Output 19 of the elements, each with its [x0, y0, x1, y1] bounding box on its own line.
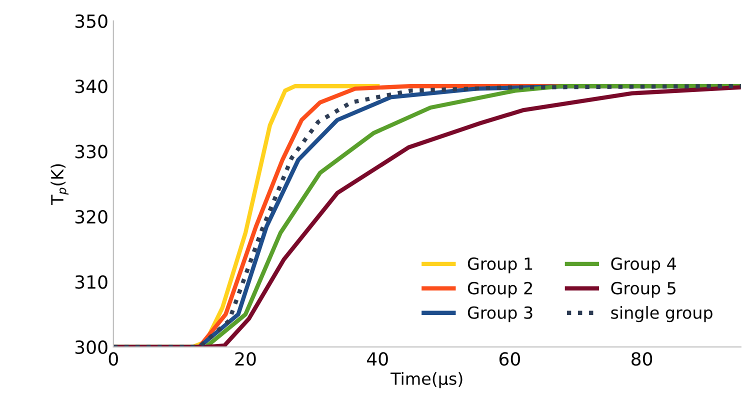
legend-label: Group 4: [611, 257, 676, 274]
y-tick-label: 330: [75, 144, 108, 158]
legend-label: Group 1: [468, 257, 532, 274]
y-tick-label: 300: [75, 340, 108, 354]
x-tick-label: 20: [235, 352, 256, 366]
y-tick-label: 320: [75, 210, 108, 224]
y-tick-label: 310: [75, 275, 108, 289]
y-axis-title: T$_{p}$(K): [50, 164, 68, 206]
y-tick-label: 350: [75, 14, 108, 28]
legend-label: single group: [611, 306, 712, 322]
x-tick-label: 60: [499, 352, 520, 366]
x-tick-label: 0: [108, 352, 118, 366]
x-tick-label: 40: [366, 352, 388, 366]
x-axis-title: Time(µs): [390, 372, 462, 388]
legend-label: Group 5: [611, 282, 676, 298]
y-tick-label: 340: [75, 80, 108, 94]
legend-label: Group 2: [468, 282, 532, 298]
x-tick-label: 80: [632, 352, 652, 366]
legend-label: Group 3: [468, 306, 532, 322]
